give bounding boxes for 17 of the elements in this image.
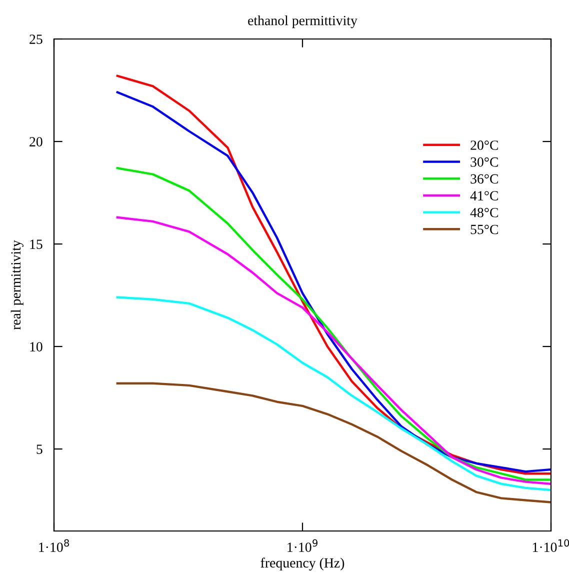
y-tick-label: 10: [30, 342, 42, 352]
legend-label: 48°C: [470, 208, 498, 218]
legend-label: 36°C: [470, 174, 498, 184]
legend-label: 30°C: [470, 157, 498, 167]
legend-label: 41°C: [470, 191, 498, 200]
y-tick-label: 25: [30, 34, 42, 44]
y-tick-label: 20: [30, 137, 42, 146]
legend-label: 55°C: [470, 224, 498, 234]
x-tick-label: 1·10$^{10}$: [532, 539, 569, 552]
y-tick-label: 5: [36, 444, 42, 454]
x-tick-label: 1·10$^{8}$: [39, 539, 69, 552]
x-axis-title: frequency (Hz): [260, 558, 344, 570]
x-tick-label: 1·10$^{9}$: [288, 539, 318, 552]
legend-label: 20°C: [470, 140, 498, 150]
y-tick-label: 15: [30, 240, 42, 249]
y-axis-title: real permittivity: [10, 240, 24, 330]
chart-title: ethanol permittivity: [248, 15, 358, 28]
